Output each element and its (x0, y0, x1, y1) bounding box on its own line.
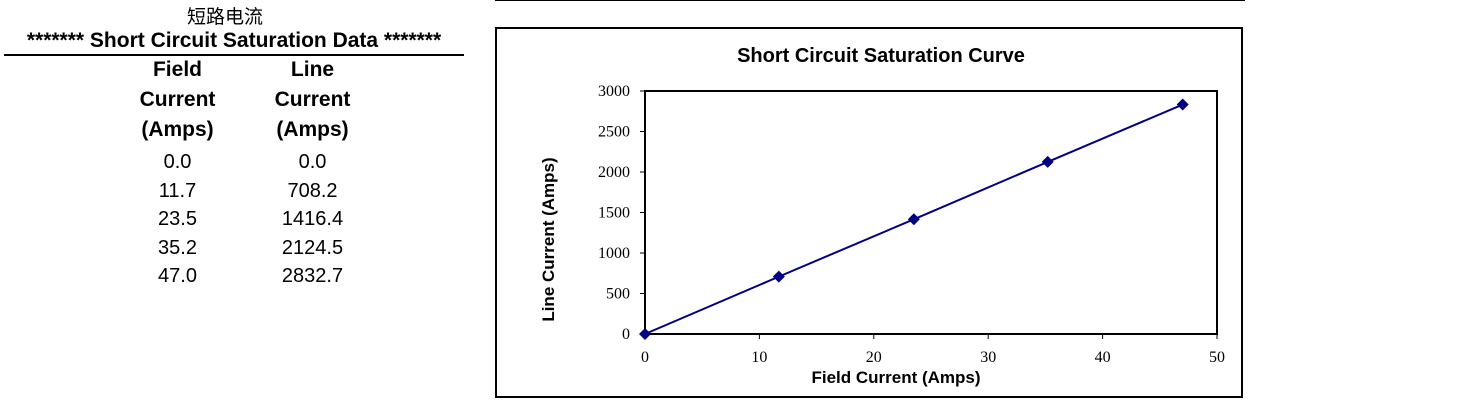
y-tick-label: 1500 (598, 205, 630, 222)
x-tick-label: 20 (866, 349, 882, 366)
data-point (1176, 98, 1189, 111)
x-tick-label: 0 (641, 349, 649, 366)
table-cell-line: 708.2 (287, 179, 338, 202)
field-header-line-1: Field (152, 58, 202, 81)
line-current-column: Line Current (Amps) 0.0 708.2 1416.4 212… (255, 55, 370, 291)
x-axis-label: Field Current (Amps) (811, 368, 980, 387)
table-cell-field: 11.7 (158, 179, 197, 202)
y-tick-label: 2500 (598, 124, 630, 141)
y-tick-label: 2000 (598, 164, 630, 181)
line-header-line-3: (Amps) (276, 118, 349, 141)
chart-title: Short Circuit Saturation Curve (737, 45, 1025, 67)
data-point (1041, 155, 1054, 168)
table-cell-field: 47.0 (158, 265, 197, 287)
table-title: ******* Short Circuit Saturation Data **… (4, 29, 464, 56)
table-cell-field: 0.0 (163, 151, 192, 173)
table-cell-line: 2124.5 (281, 236, 344, 259)
table-cell-line: 1416.4 (281, 208, 344, 230)
y-tick-label: 1000 (598, 245, 630, 262)
data-point (907, 213, 920, 226)
table-cell-field: 23.5 (158, 208, 197, 230)
y-tick-label: 0 (622, 326, 630, 343)
data-point (772, 270, 785, 283)
line-header-line-1: Line (290, 58, 335, 81)
caption: 短路电流 (186, 6, 263, 28)
x-tick-label: 10 (751, 349, 767, 366)
x-tick-label: 40 (1095, 349, 1111, 366)
chart: Short Circuit Saturation Curve0500100015… (539, 45, 1225, 387)
top-divider (495, 0, 1245, 1)
line-header-line-2: Current (274, 88, 351, 111)
y-tick-label: 3000 (598, 83, 630, 100)
y-tick-label: 500 (606, 286, 630, 303)
chart-frame: Short Circuit Saturation Curve 0 500 1000 15… (495, 27, 1243, 398)
field-header-line-2: Current (139, 88, 216, 111)
field-header-line-3: (Amps) (141, 118, 214, 141)
table-cell-line: 0.0 (298, 151, 327, 173)
x-tick-label: 50 (1209, 349, 1225, 366)
table-cell-line: 2832.7 (281, 265, 344, 287)
x-tick-label: 30 (980, 349, 996, 366)
data-point (639, 328, 651, 340)
table-cell-field: 35.2 (158, 236, 197, 259)
y-axis-label: Line Current (Amps) (539, 157, 558, 321)
field-current-column: Field Current (Amps) 0.0 11.7 23.5 35.2 … (120, 55, 235, 291)
